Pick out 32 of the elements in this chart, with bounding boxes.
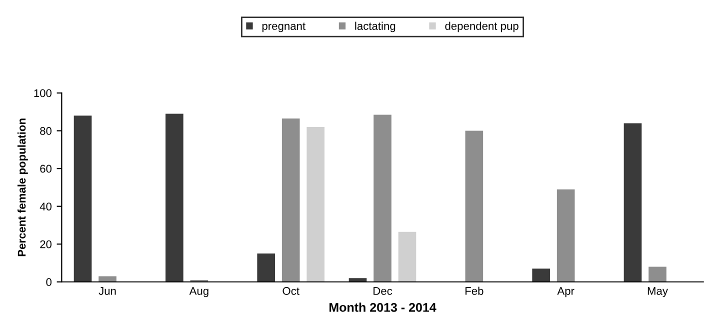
- legend-label: dependent pup: [445, 22, 518, 32]
- y-tick-label: 100: [34, 89, 52, 98]
- y-tick-label: 80: [40, 127, 52, 135]
- bar: [556, 189, 575, 282]
- y-tick-label: 20: [40, 240, 52, 248]
- bar: [166, 114, 184, 282]
- y-tick-label: 60: [40, 164, 52, 173]
- bar: [465, 130, 484, 282]
- x-tick-label: Jun: [98, 287, 116, 295]
- x-tick-label: May: [648, 287, 668, 298]
- bar: [398, 232, 416, 282]
- bar: [624, 123, 642, 282]
- y-axis-title: Percent female population: [18, 118, 28, 256]
- bar: [282, 118, 300, 282]
- x-tick-label: Dec: [374, 287, 392, 295]
- bar: [257, 254, 275, 282]
- x-tick-label: Apr: [557, 287, 574, 298]
- y-tick-label: 40: [40, 202, 52, 210]
- bar: [98, 276, 116, 282]
- bar: [532, 268, 550, 282]
- y-tick-label: 0: [46, 278, 52, 286]
- legend-label: lactating: [355, 22, 396, 32]
- bar: [306, 126, 324, 282]
- bar: [348, 278, 367, 282]
- bar: [374, 114, 392, 282]
- bar: [648, 266, 666, 282]
- x-tick-label: Oct: [282, 287, 300, 295]
- bar: [74, 116, 92, 282]
- x-tick-label: Feb: [466, 286, 484, 295]
- x-axis-title: Month 2013 - 2014: [330, 302, 436, 312]
- x-tick-label: Aug: [189, 287, 208, 298]
- legend-label: pregnant: [262, 22, 306, 32]
